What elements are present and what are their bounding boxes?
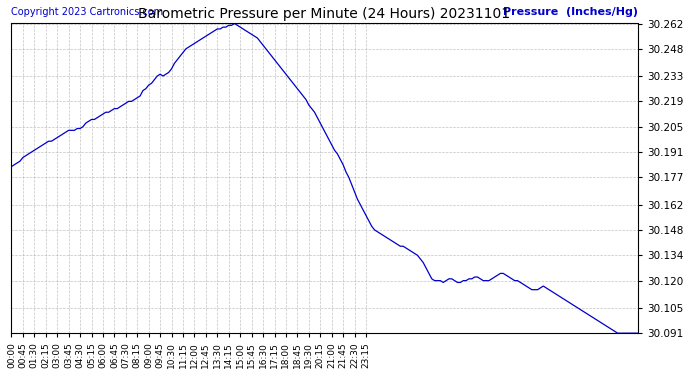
Text: Copyright 2023 Cartronics.com: Copyright 2023 Cartronics.com — [12, 7, 164, 17]
Text: Pressure  (Inches/Hg): Pressure (Inches/Hg) — [502, 7, 638, 17]
Title: Barometric Pressure per Minute (24 Hours) 20231101: Barometric Pressure per Minute (24 Hours… — [139, 7, 511, 21]
